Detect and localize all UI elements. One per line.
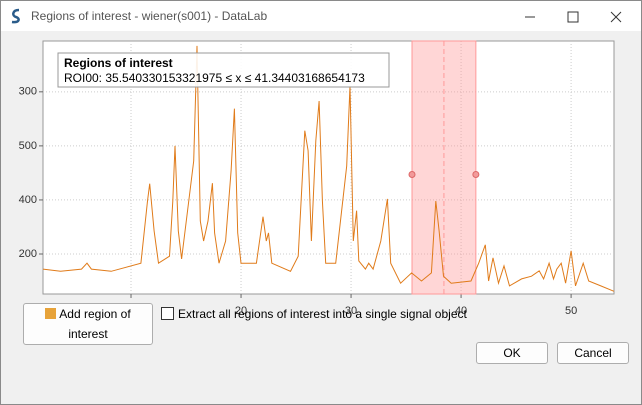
x-tick-label: 30 bbox=[345, 305, 357, 317]
title-bar: Regions of interest - wiener(s001) - Dat… bbox=[1, 1, 641, 31]
app-icon bbox=[11, 8, 20, 24]
y-tick-label: 500 bbox=[19, 140, 37, 152]
x-tick-label: 20 bbox=[235, 305, 247, 317]
x-tick-label: 40 bbox=[455, 305, 467, 317]
y-tick-label: 300 bbox=[19, 86, 37, 98]
checkbox-label: Extract all regions of interest into a s… bbox=[178, 307, 467, 321]
roi-legend-box bbox=[57, 52, 390, 88]
icon bbox=[45, 308, 57, 319]
roi-legend-title: Regions of interest bbox=[64, 56, 173, 70]
x-tick-label: 50 bbox=[565, 305, 577, 317]
plot: 1020304050200400500300Regions of interes… bbox=[19, 40, 615, 317]
add-roi-button[interactable]: Add region of interest bbox=[23, 303, 153, 345]
checkbox[interactable]: Extract all regions of interest into a s… bbox=[161, 307, 467, 321]
signal-line bbox=[42, 45, 615, 292]
roi-handle bbox=[472, 171, 480, 178]
y-tick-label: 200 bbox=[19, 248, 37, 260]
checkbox-box[interactable] bbox=[161, 307, 174, 320]
ok-button[interactable]: OK bbox=[476, 342, 548, 364]
window-controls[interactable] bbox=[521, 9, 636, 25]
roi-handle bbox=[408, 171, 416, 178]
window-title: Regions of interest - wiener(s001) - Dat… bbox=[31, 9, 268, 23]
y-tick-label: 400 bbox=[19, 194, 37, 206]
cancel-button[interactable]: Cancel bbox=[557, 342, 629, 364]
button-label: Add region of interest bbox=[59, 307, 131, 341]
roi-band bbox=[411, 40, 477, 295]
roi-legend-label: ROI00: 35.540330153321975 ≤ x ≤ 41.34403… bbox=[64, 71, 365, 85]
